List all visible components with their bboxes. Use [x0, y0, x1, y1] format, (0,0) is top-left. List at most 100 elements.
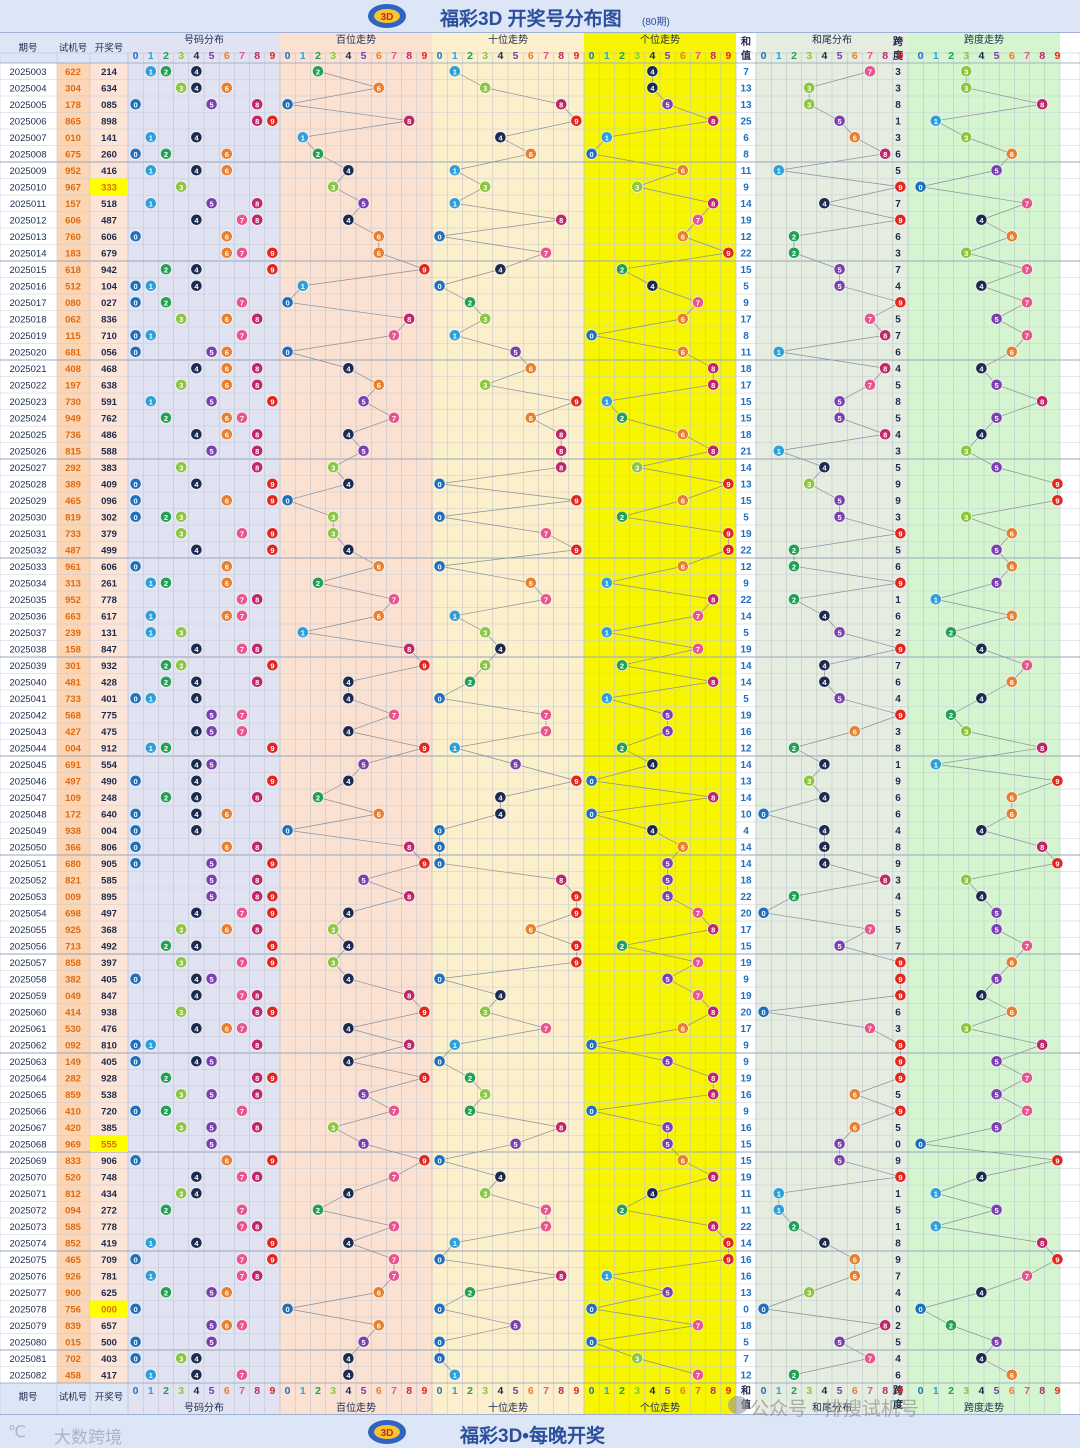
position-ball [342, 1236, 355, 1249]
position-ball [433, 1154, 446, 1167]
position-ball [464, 675, 476, 688]
sum-cell: 16 [740, 1255, 752, 1266]
position-ball [448, 1038, 461, 1051]
distribution-ball-label: 0 [134, 232, 138, 241]
span-ball [1021, 296, 1033, 309]
digit-header: 0 [918, 50, 924, 62]
span-ball [1051, 857, 1064, 870]
span-ball-label: 7 [1025, 1107, 1029, 1116]
period-cell: 2025079 [10, 1321, 47, 1332]
position-ball [676, 164, 689, 177]
span-cell: 3 [895, 83, 901, 94]
position-ball [342, 477, 355, 490]
distribution-ball-label: 4 [194, 727, 199, 736]
distribution-ball-label: 7 [240, 612, 244, 621]
position-ball [722, 246, 735, 259]
distribution-ball-label: 4 [194, 1354, 199, 1363]
distribution-ball [220, 378, 233, 391]
position-ball-label: 8 [559, 430, 563, 439]
position-ball [342, 1055, 355, 1068]
digit-header: 3 [482, 50, 488, 62]
position-ball-label: 4 [346, 430, 351, 439]
distribution-ball [144, 131, 157, 144]
distribution-ball-label: 7 [240, 1107, 244, 1116]
shot-cell: 304 [65, 83, 82, 94]
sum-tail-ball-label: 9 [898, 1107, 902, 1116]
position-ball [661, 708, 674, 721]
span-ball [914, 1137, 927, 1150]
position-ball [676, 1022, 689, 1035]
distribution-ball [129, 230, 142, 243]
period-cell: 2025003 [10, 67, 47, 78]
distribution-ball-label: 7 [240, 958, 244, 967]
span-cell: 3 [895, 248, 901, 259]
shot-cell: 821 [65, 875, 82, 886]
digit-footer: 7 [695, 1385, 701, 1397]
distribution-ball [205, 395, 218, 408]
draw-cell: 585 [101, 875, 118, 886]
position-ball-label: 4 [346, 1057, 351, 1066]
distribution-ball-label: 7 [240, 1371, 244, 1380]
sum-tail-ball [833, 1137, 846, 1150]
distribution-ball [220, 609, 233, 622]
position-ball [464, 1071, 476, 1084]
sum-tail-ball [879, 1319, 892, 1332]
position-ball-label: 5 [666, 1288, 670, 1297]
span-ball-label: 5 [995, 1206, 999, 1215]
shot-cell: 158 [65, 644, 81, 655]
draw-cell: 401 [101, 694, 118, 705]
position-ball-label: 2 [620, 265, 624, 274]
position-ball-label: 9 [574, 397, 578, 406]
digit-header: 2 [467, 50, 473, 62]
position-ball [312, 147, 324, 160]
span-ball-label: 3 [964, 84, 968, 93]
span-cell: 5 [895, 1090, 901, 1101]
span-cell: 6 [895, 232, 901, 243]
distribution-ball [190, 725, 203, 738]
sum-tail-ball-label: 4 [822, 793, 827, 802]
sum-tail-ball [864, 312, 876, 325]
distribution-ball [266, 494, 279, 507]
position-ball [661, 1121, 674, 1134]
position-ball-label: 9 [422, 265, 426, 274]
span-cell: 7 [895, 265, 901, 276]
position-ball-label: 7 [696, 909, 700, 918]
shot-cell: 109 [65, 793, 81, 804]
position-ball-label: 8 [407, 315, 411, 324]
sum-cell: 17 [740, 925, 752, 936]
period-cell: 2025013 [10, 232, 47, 243]
distribution-ball-label: 9 [270, 1074, 274, 1083]
span-ball-label: 3 [964, 249, 968, 258]
digit-footer: 3 [634, 1385, 640, 1397]
sum-cell: 14 [740, 463, 752, 474]
span-ball-label: 5 [995, 1090, 999, 1099]
span-ball [960, 1022, 973, 1035]
period-cell: 2025070 [10, 1172, 47, 1183]
digit-footer: 7 [391, 1385, 397, 1397]
distribution-ball-label: 6 [225, 1288, 229, 1297]
position-ball [357, 1088, 370, 1101]
span-ball-label: 3 [964, 513, 968, 522]
digit-footer: 1 [148, 1385, 154, 1397]
position-ball [433, 692, 446, 705]
distribution-ball-label: 0 [134, 331, 138, 340]
span-ball [960, 246, 973, 259]
distribution-ball-label: 0 [134, 777, 138, 786]
distribution-ball-label: 7 [240, 1024, 244, 1033]
distribution-ball [251, 1121, 264, 1134]
distribution-ball [190, 362, 203, 375]
sum-tail-ball [894, 576, 907, 589]
span-ball [1021, 659, 1033, 672]
position-ball-label: 5 [514, 348, 518, 357]
distribution-ball [129, 345, 142, 358]
position-ball-label: 4 [650, 84, 655, 93]
span-ball-label: 7 [1025, 661, 1029, 670]
draw-cell: 497 [101, 908, 117, 919]
span-cell: 6 [895, 1370, 901, 1381]
position-ball [616, 659, 628, 672]
sum-cell: 19 [740, 1073, 752, 1084]
draw-cell: 555 [101, 1139, 118, 1150]
position-ball-label: 6 [529, 150, 533, 159]
position-ball-label: 7 [544, 1024, 548, 1033]
sum-tail-ball-label: 4 [822, 463, 827, 472]
